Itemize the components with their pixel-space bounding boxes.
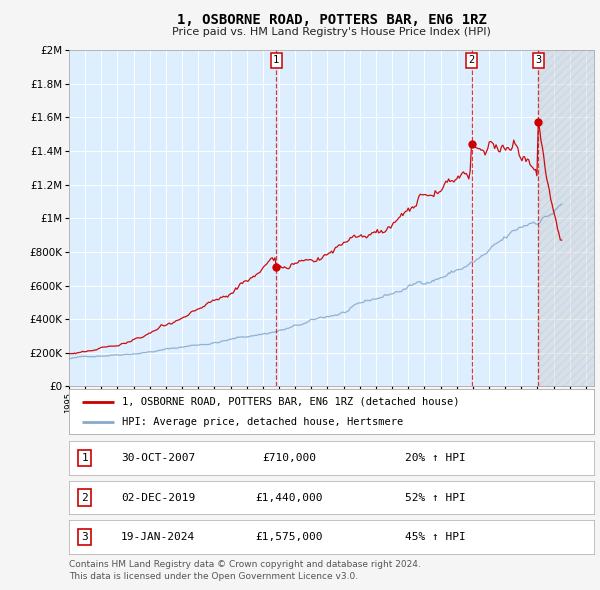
Text: £1,575,000: £1,575,000	[256, 532, 323, 542]
Text: 1: 1	[273, 55, 280, 65]
Text: £1,440,000: £1,440,000	[256, 493, 323, 503]
Text: 30-OCT-2007: 30-OCT-2007	[121, 453, 196, 463]
Text: Price paid vs. HM Land Registry's House Price Index (HPI): Price paid vs. HM Land Registry's House …	[172, 27, 491, 37]
Text: This data is licensed under the Open Government Licence v3.0.: This data is licensed under the Open Gov…	[69, 572, 358, 581]
Text: 2: 2	[469, 55, 475, 65]
Text: £710,000: £710,000	[263, 453, 317, 463]
Text: 52% ↑ HPI: 52% ↑ HPI	[405, 493, 466, 503]
Text: 20% ↑ HPI: 20% ↑ HPI	[405, 453, 466, 463]
Text: 3: 3	[535, 55, 541, 65]
Text: 1, OSBORNE ROAD, POTTERS BAR, EN6 1RZ: 1, OSBORNE ROAD, POTTERS BAR, EN6 1RZ	[176, 13, 487, 27]
Bar	[538, 50, 594, 386]
Text: 2: 2	[82, 493, 88, 503]
Text: Contains HM Land Registry data © Crown copyright and database right 2024.: Contains HM Land Registry data © Crown c…	[69, 560, 421, 569]
Text: 3: 3	[82, 532, 88, 542]
Text: 45% ↑ HPI: 45% ↑ HPI	[405, 532, 466, 542]
Text: HPI: Average price, detached house, Hertsmere: HPI: Average price, detached house, Hert…	[121, 417, 403, 427]
Text: 02-DEC-2019: 02-DEC-2019	[121, 493, 196, 503]
Text: 1: 1	[82, 453, 88, 463]
Text: 1, OSBORNE ROAD, POTTERS BAR, EN6 1RZ (detached house): 1, OSBORNE ROAD, POTTERS BAR, EN6 1RZ (d…	[121, 397, 459, 407]
Text: 19-JAN-2024: 19-JAN-2024	[121, 532, 196, 542]
